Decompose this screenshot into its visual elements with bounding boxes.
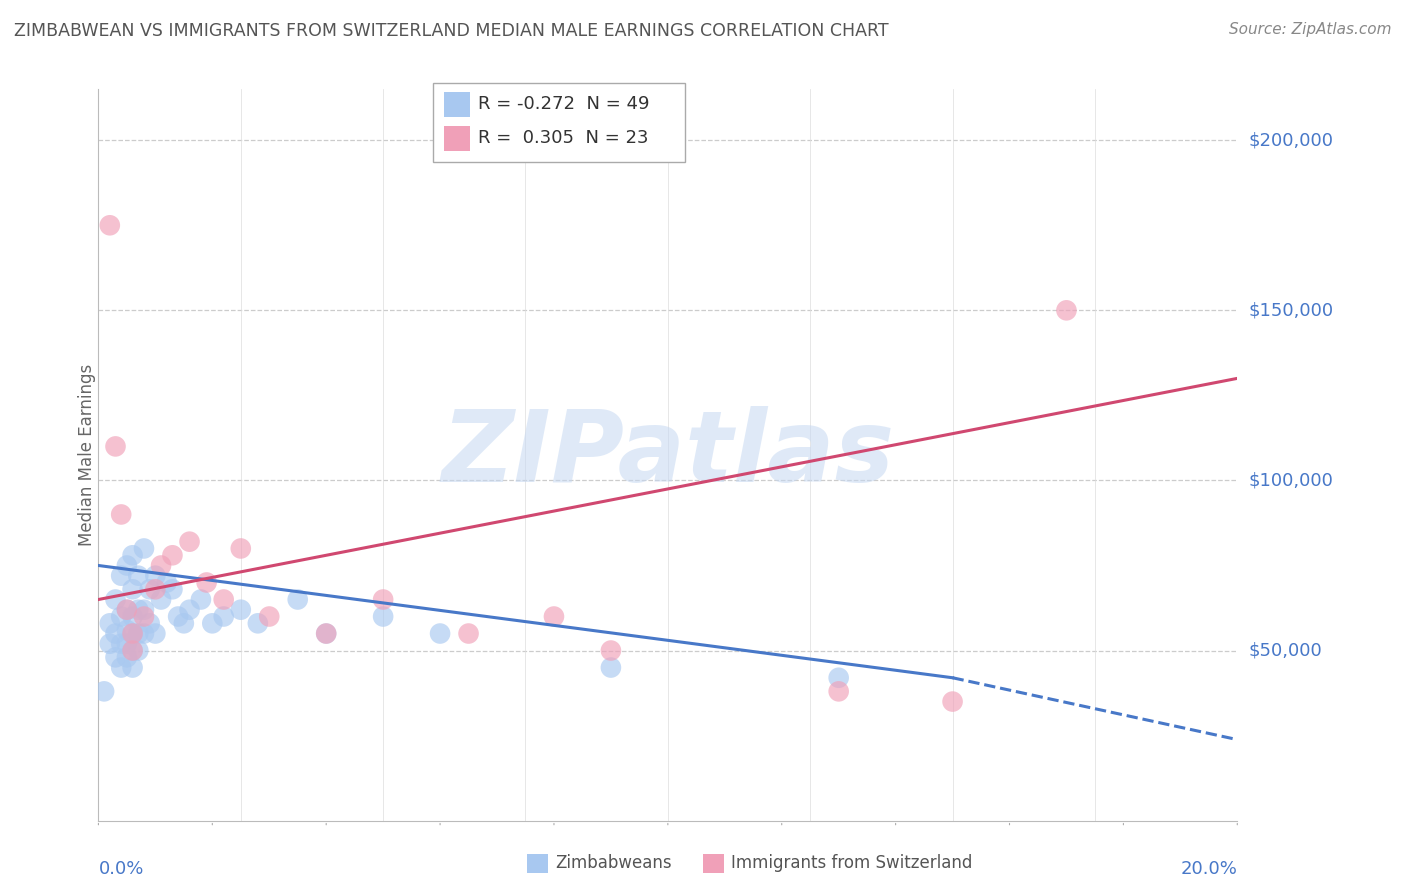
Point (212, 592, 235, 607)
Text: Zimbabweans: Zimbabweans (555, 855, 672, 872)
Point (167, 609, 190, 624)
Point (315, 626, 337, 640)
Text: $150,000: $150,000 (1249, 301, 1333, 319)
Point (179, 603, 201, 617)
Point (162, 582, 184, 597)
Point (110, 637, 132, 651)
Point (259, 609, 281, 624)
Point (179, 534, 201, 549)
Point (543, 609, 565, 624)
Point (115, 558, 138, 573)
Point (110, 609, 132, 624)
Point (93, 684, 115, 698)
Point (98, 637, 121, 651)
Point (150, 592, 173, 607)
Text: 20.0%: 20.0% (1181, 860, 1237, 878)
Text: $50,000: $50,000 (1249, 641, 1322, 659)
Point (110, 568, 132, 582)
Point (828, 671, 851, 685)
Point (190, 592, 212, 607)
Point (212, 609, 235, 624)
Text: Source: ZipAtlas.com: Source: ZipAtlas.com (1229, 22, 1392, 37)
Point (195, 575, 218, 590)
Point (110, 660, 132, 674)
Point (145, 582, 167, 597)
Text: $200,000: $200,000 (1249, 131, 1333, 149)
Point (145, 626, 167, 640)
Point (98, 219, 121, 233)
Point (121, 549, 143, 563)
Point (229, 541, 252, 556)
Point (104, 592, 127, 607)
Text: ZIMBABWEAN VS IMMIGRANTS FROM SWITZERLAND MEDIAN MALE EARNINGS CORRELATION CHART: ZIMBABWEAN VS IMMIGRANTS FROM SWITZERLAN… (14, 22, 889, 40)
Point (127, 626, 149, 640)
Point (127, 568, 149, 582)
Point (429, 626, 451, 640)
Point (121, 643, 143, 657)
Point (98, 616, 121, 631)
Point (115, 603, 138, 617)
Point (150, 558, 173, 573)
Point (457, 626, 479, 640)
Point (132, 603, 155, 617)
Point (127, 603, 149, 617)
Point (104, 439, 127, 453)
Text: R =  0.305  N = 23: R = 0.305 N = 23 (478, 129, 648, 147)
Point (132, 541, 155, 556)
Y-axis label: Median Male Earnings: Median Male Earnings (79, 364, 96, 546)
Point (115, 637, 138, 651)
Point (828, 684, 851, 698)
Point (132, 626, 155, 640)
Point (121, 643, 143, 657)
Point (373, 592, 395, 607)
Point (121, 582, 143, 597)
Point (201, 616, 224, 631)
Point (600, 643, 623, 657)
Point (145, 568, 167, 582)
Point (229, 603, 252, 617)
Point (315, 626, 337, 640)
Point (127, 643, 149, 657)
Point (115, 623, 138, 637)
Point (115, 603, 138, 617)
Point (115, 650, 138, 665)
Text: R = -0.272  N = 49: R = -0.272 N = 49 (478, 95, 650, 113)
Point (373, 609, 395, 624)
Text: Immigrants from Switzerland: Immigrants from Switzerland (731, 855, 973, 872)
Point (104, 626, 127, 640)
Point (246, 616, 269, 631)
Point (1056, 303, 1078, 318)
Point (173, 616, 195, 631)
Text: 0.0%: 0.0% (98, 860, 143, 878)
Point (104, 650, 127, 665)
Point (600, 660, 623, 674)
Point (121, 626, 143, 640)
Point (110, 508, 132, 522)
Text: $100,000: $100,000 (1249, 472, 1333, 490)
Point (162, 549, 184, 563)
Point (287, 592, 309, 607)
Point (156, 575, 179, 590)
Point (121, 626, 143, 640)
Text: ZIPatlas: ZIPatlas (441, 407, 894, 503)
Point (138, 582, 160, 597)
Point (121, 609, 143, 624)
Point (132, 609, 155, 624)
Point (138, 616, 160, 631)
Point (942, 695, 965, 709)
Point (121, 660, 143, 674)
